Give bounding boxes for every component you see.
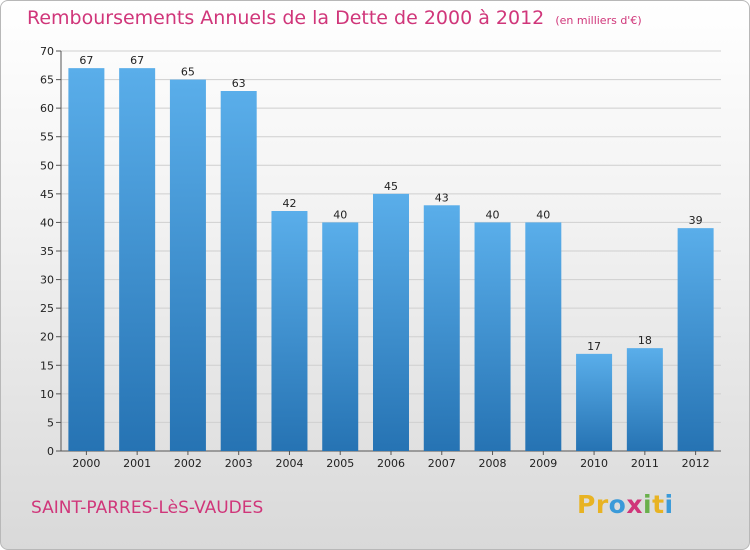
y-tick-label: 0	[47, 445, 54, 458]
x-tick-label: 2009	[529, 457, 557, 470]
y-tick-label: 5	[47, 416, 54, 429]
chart-unit: (en milliers d'€)	[555, 14, 642, 27]
y-tick-label: 45	[40, 188, 54, 201]
bars	[68, 68, 714, 452]
x-tick-label: 2006	[377, 457, 405, 470]
chart-title: Remboursements Annuels de la Dette de 20…	[27, 7, 545, 29]
bar	[474, 222, 511, 451]
bar	[322, 222, 359, 451]
bar-value-label: 42	[282, 197, 296, 210]
bar	[576, 353, 613, 451]
bar-value-label: 43	[435, 191, 449, 204]
y-tick-label: 10	[40, 388, 54, 401]
bar	[220, 91, 257, 451]
x-tick-label: 2011	[631, 457, 659, 470]
bar-value-label: 45	[384, 180, 398, 193]
x-tick-label: 2007	[428, 457, 456, 470]
x-tick-label: 2010	[580, 457, 608, 470]
commune-name: SAINT-PARRES-LèS-VAUDES	[31, 498, 264, 518]
y-tick-label: 55	[40, 131, 54, 144]
bar	[525, 222, 562, 451]
y-tick-label: 60	[40, 102, 54, 115]
logo-letter: i	[664, 490, 674, 519]
value-labels: 67 67 65 63 42 40 45 43 40 40 17 18 39	[79, 54, 702, 353]
bar-value-label: 17	[587, 340, 601, 353]
logo-letter: P	[577, 490, 596, 519]
logo-letter: t	[652, 490, 665, 519]
proxiti-logo: Proxiti	[577, 490, 674, 519]
logo-letter: x	[626, 490, 643, 519]
x-tick-label: 2005	[326, 457, 354, 470]
bar-value-label: 40	[536, 208, 550, 221]
bar	[271, 211, 308, 451]
logo-letter: i	[643, 490, 653, 519]
y-tick-label: 50	[40, 159, 54, 172]
x-tick-label: 2002	[174, 457, 202, 470]
x-tick-label: 2008	[479, 457, 507, 470]
x-tick-label: 2000	[72, 457, 100, 470]
axes: 0 5 10 15 20 25 30 35 40 45 50 55 60 65 70 2000 2001 2002…	[40, 45, 721, 470]
y-tick-label: 25	[40, 302, 54, 315]
y-tick-label: 30	[40, 274, 54, 287]
bar-value-label: 65	[181, 66, 195, 79]
y-tick-label: 65	[40, 74, 54, 87]
y-tick-label: 15	[40, 359, 54, 372]
bar-value-label: 18	[638, 334, 652, 347]
x-tick-label: 2004	[275, 457, 303, 470]
bar	[373, 193, 409, 451]
chart-title-block: Remboursements Annuels de la Dette de 20…	[27, 7, 642, 29]
x-tick-label: 2001	[123, 457, 151, 470]
bar	[119, 68, 156, 452]
bar-value-label: 40	[486, 208, 500, 221]
bar-value-label: 67	[79, 54, 93, 67]
bar	[423, 205, 460, 451]
bar-value-label: 39	[689, 214, 703, 227]
x-tick-label: 2003	[225, 457, 253, 470]
y-tick-label: 35	[40, 245, 54, 258]
logo-letter: r	[595, 490, 609, 519]
bar	[626, 348, 663, 451]
logo-letter: o	[608, 490, 627, 519]
y-tick-label: 70	[40, 45, 54, 58]
x-tick-label: 2012	[682, 457, 710, 470]
bar	[169, 79, 206, 452]
bar	[677, 228, 714, 451]
bar	[68, 68, 105, 452]
bar-value-label: 67	[130, 54, 144, 67]
y-tick-label: 40	[40, 216, 54, 229]
bar-value-label: 40	[333, 208, 347, 221]
bar-value-label: 63	[232, 77, 246, 90]
y-tick-label: 20	[40, 331, 54, 344]
